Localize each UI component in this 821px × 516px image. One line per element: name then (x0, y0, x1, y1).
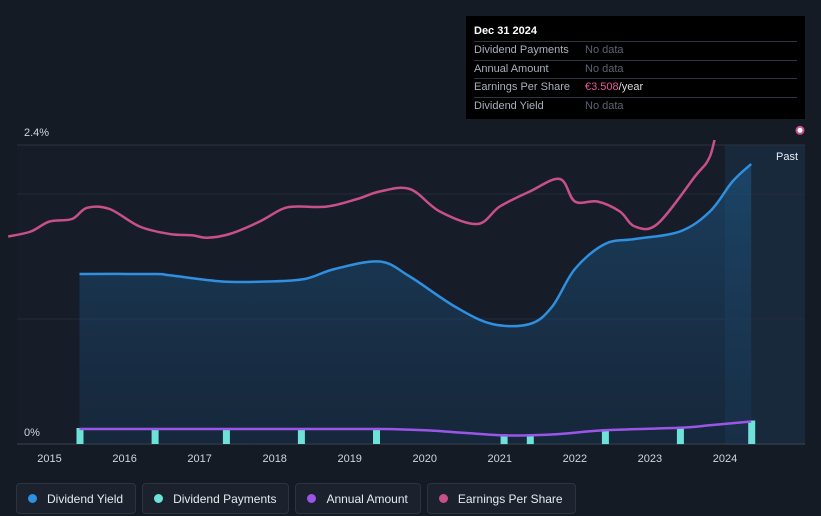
dividend-payment-bar (500, 434, 508, 445)
x-tick-label: 2022 (563, 453, 587, 465)
dividend-yield-line (79, 163, 753, 328)
legend-label: Earnings Per Share (457, 491, 563, 506)
legend-dot-icon (154, 494, 164, 503)
tooltip-row-dividend-yield: Dividend Yield No data (474, 96, 797, 116)
x-tick-label: 2018 (262, 453, 286, 465)
dividend-payment-bar (601, 429, 609, 445)
legend-label: Dividend Payments (173, 491, 277, 506)
tooltip-label: Dividend Yield (474, 99, 544, 112)
x-tick-label: 2015 (37, 453, 61, 465)
tooltip-value: €3.508/year (585, 79, 643, 97)
tooltip-row-dividend-payments: Dividend Payments No data (474, 41, 797, 60)
tooltip-row-annual-amount: Annual Amount No data (474, 59, 797, 79)
tooltip-value: No data (585, 99, 624, 112)
legend-label: Dividend Yield (47, 491, 124, 506)
dividend-payment-bar (373, 428, 380, 444)
legend-dot-icon (28, 494, 37, 503)
dividend-chart: 2.4% 0% Past 2015 2016 2017 2018 2019 2020 202… (7, 125, 805, 465)
dividend-payment-bar (297, 428, 305, 444)
eps-unit: /year (618, 81, 644, 93)
x-tick-label: 2017 (187, 453, 211, 465)
x-tick-label: 2024 (713, 453, 737, 465)
chart-legend: Dividend Yield Dividend Payments Annual … (16, 483, 576, 514)
legend-earnings-per-share[interactable]: Earnings Per Share (426, 483, 576, 514)
tooltip-label: Annual Amount (474, 62, 549, 75)
eps-end-dot (795, 125, 805, 135)
dividend-payment-bar (748, 420, 756, 444)
x-tick-label: 2016 (112, 453, 136, 465)
tooltip-value: No data (585, 62, 624, 75)
eps-value: €3.508 (585, 81, 619, 93)
tooltip-date: Dec 31 2024 (474, 25, 537, 37)
legend-dot-icon (438, 494, 448, 503)
tooltip-label: Dividend Payments (474, 44, 569, 56)
tooltip-value: No data (585, 44, 624, 56)
dividend-payment-bar (76, 428, 84, 444)
tooltip-row-earnings-per-share: Earnings Per Share €3.508/year (474, 78, 797, 97)
y-axis-bottom-label: 0% (24, 427, 40, 439)
dividend-payment-bar (526, 434, 534, 445)
x-tick-label: 2019 (337, 453, 361, 465)
x-axis-ticks: 2015 2016 2017 2018 2019 2020 2021 2022 2023 2024 (37, 453, 737, 465)
dividend-payment-bars (76, 420, 756, 445)
x-tick-label: 2021 (488, 453, 512, 465)
earnings-per-share-line (7, 140, 716, 240)
tooltip-label: Earnings Per Share (474, 81, 570, 93)
dividend-payment-bar (676, 426, 684, 445)
legend-annual-amount[interactable]: Annual Amount (295, 483, 421, 514)
past-label: Past (776, 151, 798, 163)
x-tick-label: 2020 (413, 453, 437, 465)
legend-label: Annual Amount (326, 491, 408, 506)
annual-amount-line (79, 420, 752, 437)
dividend-payment-bar (222, 428, 230, 444)
y-axis-top-label: 2.4% (24, 127, 49, 139)
legend-dividend-yield[interactable]: Dividend Yield (16, 483, 137, 514)
legend-dot-icon (307, 494, 317, 503)
dividend-payment-bar (151, 428, 159, 444)
series-end-markers (795, 125, 805, 135)
x-tick-label: 2023 (638, 453, 662, 465)
tooltip-card: Dec 31 2024 Dividend Payments No data An… (466, 16, 805, 119)
legend-dividend-payments[interactable]: Dividend Payments (142, 483, 290, 514)
dividend-yield-area (79, 164, 752, 444)
